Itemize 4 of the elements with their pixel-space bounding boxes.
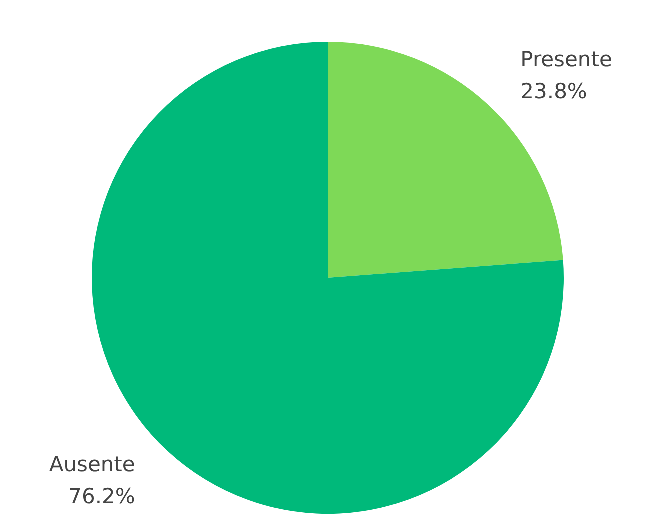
slice-label: Ausente (49, 452, 136, 476)
data-label: 76.2% (68, 484, 136, 508)
slice-label: Presente (520, 48, 612, 72)
data-label: 23.8% (520, 80, 588, 104)
